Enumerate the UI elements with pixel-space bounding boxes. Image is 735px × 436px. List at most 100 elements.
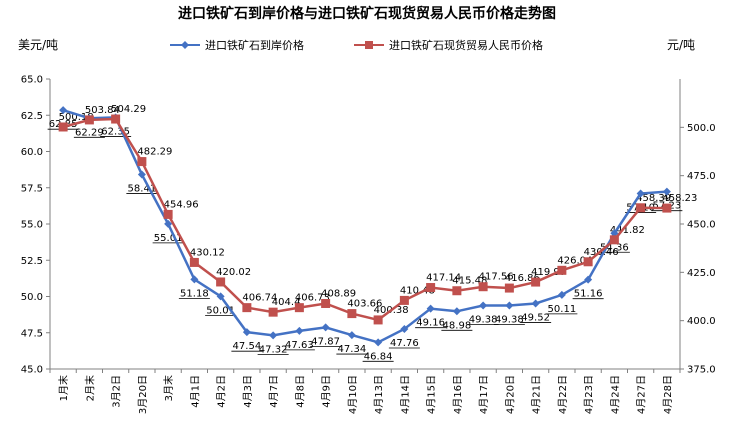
x-tick-label: 4月3日 — [242, 375, 254, 408]
cny-data-label: 419.97 — [531, 267, 566, 278]
cny-data-label: 458.39 — [636, 193, 671, 204]
legend: 进口铁矿石到岸价格 进口铁矿石现货贸易人民币价格 — [170, 38, 543, 52]
cny-data-label: 403.66 — [347, 299, 382, 310]
usd-data-label: 62.35 — [101, 126, 130, 137]
usd-point — [347, 331, 356, 340]
cny-data-label: 408.89 — [321, 288, 356, 299]
cny-point — [84, 115, 94, 125]
usd-point — [452, 307, 461, 316]
chart-title: 进口铁矿石到岸价格与进口铁矿石现货贸易人民币价格走势图 — [178, 5, 556, 22]
x-tick-label: 3月末 — [162, 375, 175, 401]
cny-data-label: 417.14 — [426, 273, 461, 284]
cny-data-label: 415.48 — [452, 276, 487, 287]
x-tick-label: 2月末 — [83, 375, 96, 401]
usd-data-label: 49.38 — [469, 314, 498, 325]
x-tick-label: 1月末 — [57, 375, 70, 401]
cny-point — [294, 303, 304, 313]
cny-point — [557, 265, 567, 275]
usd-data-label: 50.01 — [206, 305, 235, 316]
cny-data-label: 454.96 — [164, 199, 199, 210]
usd-data-label: 49.52 — [521, 312, 550, 323]
cny-point — [504, 283, 514, 293]
cny-point — [268, 307, 278, 317]
x-tick-label: 3月2日 — [111, 375, 123, 408]
usd-data-label: 49.38 — [495, 314, 524, 325]
cny-point — [452, 286, 462, 296]
cny-point — [242, 303, 252, 313]
cny-data-label: 458.23 — [662, 193, 697, 204]
x-tick-label: 4月22日 — [557, 375, 569, 414]
right-tick-label: 375.0 — [687, 365, 716, 376]
legend-marker-cny — [365, 41, 373, 49]
usd-data-label: 47.34 — [338, 344, 367, 355]
left-tick-label: 60.0 — [21, 147, 43, 158]
left-tick-label: 57.5 — [21, 183, 43, 194]
right-tick-label: 400.0 — [687, 316, 716, 327]
usd-data-label: 54.36 — [600, 242, 629, 253]
cny-data-label: 430.12 — [190, 247, 225, 258]
left-tick-label: 55.0 — [21, 220, 43, 231]
cny-data-label: 500.18 — [59, 112, 94, 123]
cny-data-label: 504.29 — [111, 104, 146, 115]
usd-point — [479, 301, 488, 310]
usd-point — [662, 187, 671, 196]
usd-data-label: 47.87 — [311, 336, 340, 347]
cny-point — [662, 203, 672, 213]
cny-data-label: 482.29 — [137, 147, 172, 158]
cny-data-label: 406.73 — [295, 293, 330, 304]
cny-point — [189, 257, 199, 267]
x-tick-label: 4月16日 — [452, 375, 464, 414]
usd-data-label: 49.16 — [416, 318, 445, 329]
usd-data-label: 47.76 — [390, 338, 419, 349]
x-tick-label: 4月27日 — [636, 375, 648, 414]
usd-data-label: 47.32 — [259, 344, 288, 355]
x-tick-label: 4月9日 — [321, 375, 333, 408]
usd-point — [610, 229, 619, 238]
usd-point — [584, 275, 593, 284]
cny-point — [373, 315, 383, 325]
left-tick-label: 45.0 — [21, 365, 43, 376]
usd-point — [242, 328, 251, 337]
usd-data-label: 62.29 — [75, 127, 104, 138]
usd-data-label: 50.11 — [548, 304, 577, 315]
cny-point — [137, 157, 147, 167]
right-tick-label: 450.0 — [687, 220, 716, 231]
x-tick-label: 4月14日 — [399, 375, 411, 414]
cny-data-label: 416.86 — [505, 273, 540, 284]
x-tick-label: 4月10日 — [347, 375, 359, 414]
usd-data-label: 51.16 — [574, 289, 603, 300]
x-tick-label: 3月20日 — [137, 375, 149, 414]
x-tick-label: 4月28日 — [662, 375, 674, 414]
left-tick-label: 62.5 — [21, 111, 43, 122]
x-tick-label: 4月2日 — [216, 375, 228, 408]
cny-point — [111, 114, 121, 124]
cny-data-label: 406.74 — [242, 293, 277, 304]
cny-data-label: 426.04 — [557, 255, 592, 266]
usd-point — [426, 304, 435, 313]
cny-data-label: 410.48 — [400, 285, 435, 296]
usd-data-label: 51.18 — [180, 288, 209, 299]
left-tick-label: 47.5 — [21, 328, 43, 339]
right-tick-label: 475.0 — [687, 171, 716, 182]
x-tick-label: 4月7日 — [268, 375, 280, 408]
cny-data-label: 441.82 — [610, 225, 645, 236]
usd-point — [400, 324, 409, 333]
x-tick-label: 4月23日 — [583, 375, 595, 414]
cny-point — [478, 282, 488, 292]
x-tick-label: 4月8日 — [294, 375, 306, 408]
usd-point — [557, 290, 566, 299]
axes: 45.0 47.5 50.0 52.5 55.0 57.5 60.0 62.5 65.0 375.… — [21, 75, 716, 415]
usd-point — [505, 301, 514, 310]
left-tick-label: 65.0 — [21, 75, 43, 86]
x-tick-label: 4月24日 — [609, 375, 621, 414]
usd-data-label: 46.84 — [364, 351, 393, 362]
legend-marker-usd — [181, 41, 189, 49]
usd-point — [321, 323, 330, 332]
x-tick-label: 4月13日 — [373, 375, 385, 414]
cny-point — [531, 277, 541, 287]
cny-point — [399, 295, 409, 305]
usd-data-label: 47.63 — [285, 340, 314, 351]
cny-point — [321, 298, 331, 308]
cny-point — [216, 277, 226, 287]
